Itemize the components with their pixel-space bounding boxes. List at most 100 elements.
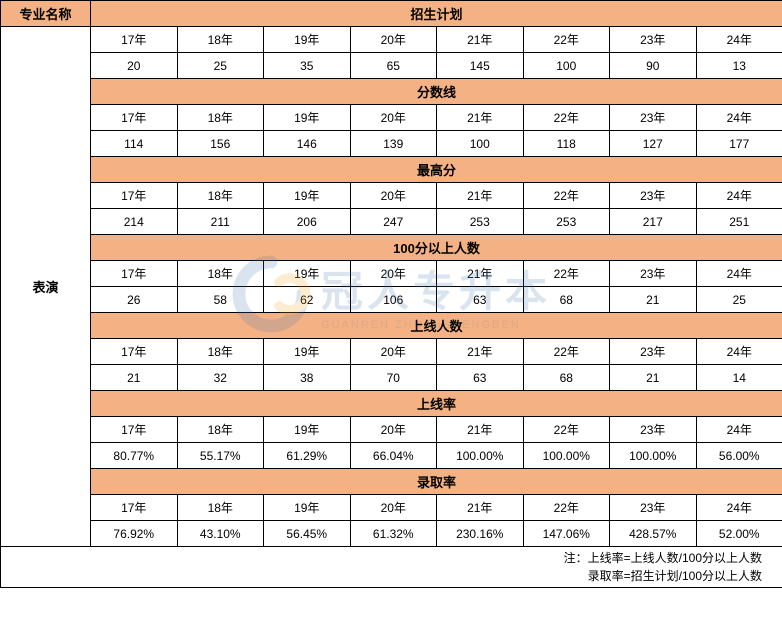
data-cell: 25	[177, 53, 264, 79]
year-cell: 23年	[610, 27, 697, 53]
data-cell: 61.29%	[264, 443, 351, 469]
data-cell: 66.04%	[350, 443, 437, 469]
data-cell: 56.00%	[696, 443, 782, 469]
year-cell: 18年	[177, 105, 264, 131]
year-cell: 24年	[696, 339, 782, 365]
data-cell: 61.32%	[350, 521, 437, 547]
year-cell: 23年	[610, 339, 697, 365]
data-cell: 214	[91, 209, 178, 235]
data-cell: 32	[177, 365, 264, 391]
data-cell: 253	[523, 209, 610, 235]
year-cell: 22年	[523, 105, 610, 131]
year-cell: 21年	[437, 105, 524, 131]
year-cell: 21年	[437, 183, 524, 209]
data-cell: 21	[91, 365, 178, 391]
year-cell: 19年	[264, 417, 351, 443]
major-name-cell: 表演	[1, 27, 91, 547]
data-cell: 52.00%	[696, 521, 782, 547]
year-cell: 23年	[610, 495, 697, 521]
data-cell: 21	[610, 365, 697, 391]
data-cell: 247	[350, 209, 437, 235]
section-header: 上线率	[91, 391, 782, 417]
year-cell: 20年	[350, 261, 437, 287]
data-cell: 80.77%	[91, 443, 178, 469]
data-cell: 106	[350, 287, 437, 313]
data-cell: 253	[437, 209, 524, 235]
year-cell: 24年	[696, 417, 782, 443]
data-cell: 14	[696, 365, 782, 391]
year-cell: 20年	[350, 339, 437, 365]
year-cell: 21年	[437, 27, 524, 53]
data-cell: 100.00%	[610, 443, 697, 469]
year-cell: 18年	[177, 261, 264, 287]
year-cell: 17年	[91, 105, 178, 131]
data-cell: 68	[523, 365, 610, 391]
data-table: 专业名称招生计划表演17年18年19年20年21年22年23年24年202535…	[0, 0, 782, 588]
year-cell: 17年	[91, 417, 178, 443]
year-cell: 23年	[610, 417, 697, 443]
year-cell: 21年	[437, 495, 524, 521]
data-cell: 217	[610, 209, 697, 235]
year-cell: 24年	[696, 27, 782, 53]
data-cell: 68	[523, 287, 610, 313]
year-cell: 18年	[177, 417, 264, 443]
year-cell: 24年	[696, 183, 782, 209]
year-cell: 20年	[350, 183, 437, 209]
data-cell: 70	[350, 365, 437, 391]
year-cell: 23年	[610, 105, 697, 131]
table-container: 冠人专升本 GUANREN ZHUANSHENGBEN 专业名称招生计划表演17…	[0, 0, 782, 588]
data-cell: 90	[610, 53, 697, 79]
year-cell: 20年	[350, 27, 437, 53]
year-cell: 24年	[696, 105, 782, 131]
section-header: 分数线	[91, 79, 782, 105]
data-cell: 38	[264, 365, 351, 391]
data-cell: 100.00%	[523, 443, 610, 469]
section-header: 上线人数	[91, 313, 782, 339]
year-cell: 19年	[264, 27, 351, 53]
year-cell: 24年	[696, 261, 782, 287]
year-cell: 22年	[523, 339, 610, 365]
data-cell: 211	[177, 209, 264, 235]
data-cell: 56.45%	[264, 521, 351, 547]
data-cell: 127	[610, 131, 697, 157]
data-cell: 100	[437, 131, 524, 157]
year-cell: 22年	[523, 495, 610, 521]
year-cell: 18年	[177, 495, 264, 521]
data-cell: 251	[696, 209, 782, 235]
data-cell: 114	[91, 131, 178, 157]
year-cell: 20年	[350, 495, 437, 521]
year-cell: 19年	[264, 105, 351, 131]
data-cell: 58	[177, 287, 264, 313]
section-header: 录取率	[91, 469, 782, 495]
data-cell: 100	[523, 53, 610, 79]
major-name-header: 专业名称	[1, 1, 91, 27]
data-cell: 65	[350, 53, 437, 79]
data-cell: 55.17%	[177, 443, 264, 469]
note-cell: 注：上线率=上线人数/100分以上人数录取率=招生计划/100分以上人数	[1, 547, 782, 588]
data-cell: 20	[91, 53, 178, 79]
year-cell: 22年	[523, 27, 610, 53]
data-cell: 100.00%	[437, 443, 524, 469]
year-cell: 20年	[350, 417, 437, 443]
data-cell: 76.92%	[91, 521, 178, 547]
year-cell: 20年	[350, 105, 437, 131]
data-cell: 156	[177, 131, 264, 157]
year-cell: 18年	[177, 27, 264, 53]
year-cell: 21年	[437, 339, 524, 365]
year-cell: 18年	[177, 183, 264, 209]
year-cell: 22年	[523, 261, 610, 287]
data-cell: 230.16%	[437, 521, 524, 547]
year-cell: 19年	[264, 261, 351, 287]
year-cell: 19年	[264, 339, 351, 365]
section-header: 招生计划	[91, 1, 782, 27]
data-cell: 21	[610, 287, 697, 313]
data-cell: 62	[264, 287, 351, 313]
year-cell: 17年	[91, 27, 178, 53]
year-cell: 23年	[610, 261, 697, 287]
year-cell: 17年	[91, 261, 178, 287]
data-cell: 43.10%	[177, 521, 264, 547]
year-cell: 17年	[91, 183, 178, 209]
year-cell: 18年	[177, 339, 264, 365]
data-cell: 35	[264, 53, 351, 79]
data-cell: 63	[437, 287, 524, 313]
